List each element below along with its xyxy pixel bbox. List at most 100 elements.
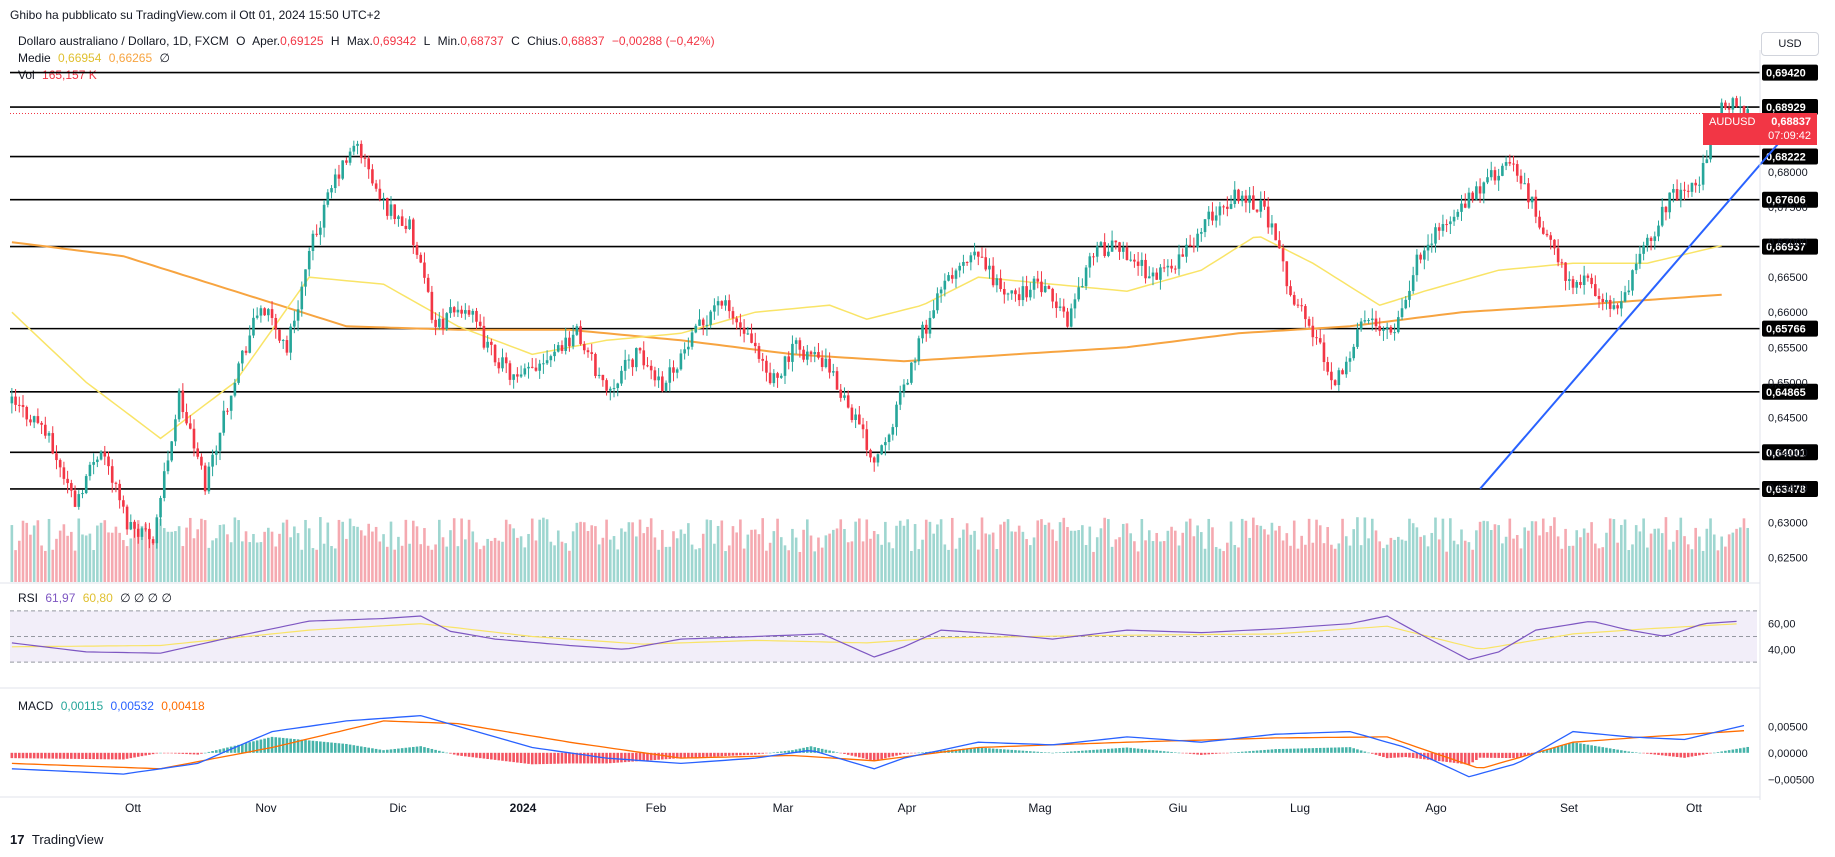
volume-bar <box>553 545 556 582</box>
candle-body <box>1508 162 1512 164</box>
candle-body <box>1564 262 1567 281</box>
candle-body <box>326 192 330 205</box>
macd-histogram-bar <box>991 748 995 753</box>
macd-histogram-bar <box>638 752 642 762</box>
candle-body <box>776 373 779 378</box>
volume-bar <box>333 548 337 582</box>
volume-bar <box>850 541 854 582</box>
macd-histogram-bar <box>1567 743 1571 753</box>
macd-histogram-bar <box>1746 746 1750 753</box>
candle-body <box>144 528 147 530</box>
macd-histogram-bar <box>869 752 872 760</box>
ohlc-o-key: Aper. <box>252 34 281 48</box>
candle-body <box>1623 292 1627 302</box>
macd-histogram-bar <box>404 747 408 753</box>
candle-body <box>642 350 646 366</box>
candle-body <box>259 308 263 316</box>
volume-bar <box>519 536 523 582</box>
macd-histogram-bar <box>460 752 463 756</box>
volume-bar <box>55 538 58 582</box>
candle-body <box>456 309 460 313</box>
candle-body <box>1192 246 1196 248</box>
volume-bar <box>988 534 991 582</box>
candle-body <box>493 344 497 363</box>
volume-bar <box>497 540 501 582</box>
volume-bar <box>397 536 400 582</box>
volume-bar <box>1564 528 1567 582</box>
volume-bar <box>1348 545 1352 582</box>
level-tag <box>1762 320 1818 337</box>
macd-histogram-bar <box>389 749 393 753</box>
macd-histogram-bar <box>1385 752 1389 759</box>
candle-body <box>1133 259 1136 262</box>
macd-histogram-bar <box>1114 748 1118 753</box>
volume-bar <box>222 524 226 582</box>
volume-bar <box>1017 525 1021 582</box>
volume-bar <box>118 532 121 582</box>
candle-body <box>1237 189 1240 202</box>
volume-bar <box>259 542 263 582</box>
macd-histogram-bar <box>1400 752 1404 758</box>
macd-histogram-bar <box>10 752 14 759</box>
candle-body <box>1270 223 1274 228</box>
macd-histogram-bar <box>267 737 270 753</box>
macd-histogram-bar <box>1330 747 1333 753</box>
macd-histogram-bar <box>976 747 980 753</box>
macd-histogram-bar <box>1311 748 1315 753</box>
time-axis-label: Lug <box>1290 801 1310 815</box>
volume-bar <box>612 536 616 582</box>
candle-body <box>1456 211 1460 217</box>
macd-histogram-bar <box>274 737 278 753</box>
candle-body <box>846 395 850 408</box>
candle-body <box>486 341 489 348</box>
candle-body <box>1634 263 1638 271</box>
macd-val2: 0,00532 <box>110 699 154 713</box>
candle-body <box>393 204 397 220</box>
macd-histogram-bar <box>367 747 370 753</box>
price-axis-label: 0,66000 <box>1768 307 1808 319</box>
macd-histogram-bar <box>530 752 534 765</box>
currency-button[interactable]: USD <box>1761 32 1819 56</box>
candle-body <box>1040 281 1043 293</box>
candle-body <box>1538 216 1541 228</box>
volume-bar <box>151 541 155 582</box>
candle-body <box>958 265 961 271</box>
macd-histogram-bar <box>653 752 657 760</box>
macd-histogram-bar <box>25 752 29 759</box>
candle-body <box>1318 338 1322 343</box>
volume-bar <box>1114 539 1118 582</box>
ohlc-l-label: L <box>423 34 431 48</box>
macd-histogram-bar <box>285 738 289 753</box>
candle-body <box>107 456 110 467</box>
volume-bar <box>549 541 553 582</box>
volume-bar <box>1668 549 1671 582</box>
candle-body <box>1397 317 1400 333</box>
macd-histogram-bar <box>1017 750 1021 753</box>
volume-bar <box>133 521 136 582</box>
macd-histogram-bar <box>1463 752 1467 765</box>
candle-body <box>999 278 1002 290</box>
volume-bar <box>1541 518 1545 582</box>
candle-body <box>244 350 248 353</box>
macd-histogram-bar <box>151 752 155 755</box>
macd-histogram-bar <box>1062 752 1066 753</box>
volume-bar <box>1397 536 1400 582</box>
candle-body <box>1426 244 1430 251</box>
rsi-label: RSI <box>18 591 39 605</box>
volume-bar <box>1571 545 1575 582</box>
candle-body <box>1337 370 1341 386</box>
candle-body <box>1311 325 1315 338</box>
macd-histogram-bar <box>1549 748 1553 753</box>
volume-bar <box>798 551 802 582</box>
candle-body <box>255 315 259 318</box>
macd-histogram-bar <box>441 751 445 753</box>
volume-bar <box>304 519 307 582</box>
macd-histogram-bar <box>965 748 969 753</box>
macd-histogram-bar <box>1196 752 1199 755</box>
candle-body <box>962 261 965 266</box>
level-label: 0,66937 <box>1766 242 1806 254</box>
macd-histogram-bar <box>1248 751 1251 753</box>
macd-signal-line <box>11 720 1745 770</box>
macd-histogram-bar <box>84 752 88 760</box>
